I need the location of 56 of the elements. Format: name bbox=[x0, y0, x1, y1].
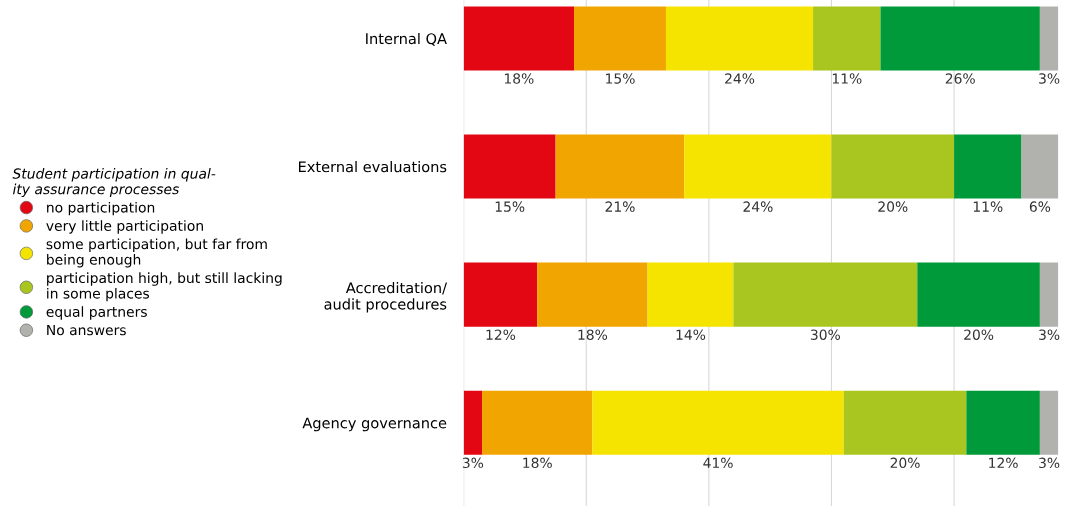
bar bbox=[733, 262, 918, 327]
bar bbox=[966, 390, 1040, 455]
data-label: 6% bbox=[1029, 201, 1051, 212]
y-tick-label: Internal QA bbox=[366, 32, 447, 46]
data-label: 11% bbox=[973, 201, 1003, 212]
legend-label: equal partners bbox=[46, 306, 147, 320]
bar bbox=[831, 134, 955, 199]
y-tick-label: Accreditation/ audit procedures bbox=[324, 282, 448, 313]
data-label: 30% bbox=[810, 329, 840, 340]
bar bbox=[813, 6, 881, 71]
data-label: 12% bbox=[989, 457, 1018, 469]
bar bbox=[463, 390, 483, 455]
data-label: 3% bbox=[1039, 457, 1060, 469]
y-tick-label: Agency governance bbox=[302, 417, 447, 432]
bar bbox=[463, 134, 556, 199]
data-label: 20% bbox=[890, 457, 920, 469]
bar bbox=[555, 134, 685, 199]
data-label: 11% bbox=[832, 73, 862, 84]
bar bbox=[917, 262, 1040, 327]
bar bbox=[537, 262, 648, 327]
data-label: 20% bbox=[878, 201, 908, 212]
data-label: 41% bbox=[703, 457, 733, 469]
bar bbox=[574, 6, 666, 71]
bar bbox=[482, 390, 593, 455]
data-label: 20% bbox=[964, 329, 994, 340]
data-label: 15% bbox=[606, 73, 635, 84]
y-tick-label: External evaluations bbox=[298, 160, 447, 173]
data-label: 14% bbox=[676, 329, 706, 340]
data-label: 3% bbox=[462, 457, 484, 469]
bar bbox=[463, 262, 538, 327]
bar bbox=[647, 262, 734, 327]
legend-label: No answers bbox=[47, 324, 126, 336]
data-label: 18% bbox=[523, 457, 552, 469]
data-label: 26% bbox=[945, 73, 975, 84]
data-label: 21% bbox=[605, 201, 635, 212]
data-label: 18% bbox=[504, 73, 534, 84]
data-label: 3% bbox=[1039, 73, 1060, 84]
data-label: 24% bbox=[725, 73, 755, 84]
data-label: 18% bbox=[578, 329, 608, 340]
data-label: 12% bbox=[486, 329, 516, 340]
legend-label: very little participation bbox=[46, 220, 203, 234]
bar bbox=[954, 134, 1022, 199]
bar bbox=[463, 6, 575, 71]
bar bbox=[843, 390, 967, 455]
data-label: 15% bbox=[495, 201, 525, 212]
bar bbox=[1039, 390, 1059, 455]
bar bbox=[665, 6, 814, 71]
bar bbox=[880, 6, 1040, 71]
bar bbox=[592, 390, 844, 455]
data-label: 3% bbox=[1039, 329, 1060, 340]
bar bbox=[1039, 6, 1059, 71]
bar bbox=[1021, 134, 1059, 199]
legend-label: no participation bbox=[47, 201, 155, 216]
bar bbox=[1039, 262, 1059, 327]
bar bbox=[684, 134, 832, 199]
data-label: 24% bbox=[743, 201, 773, 212]
